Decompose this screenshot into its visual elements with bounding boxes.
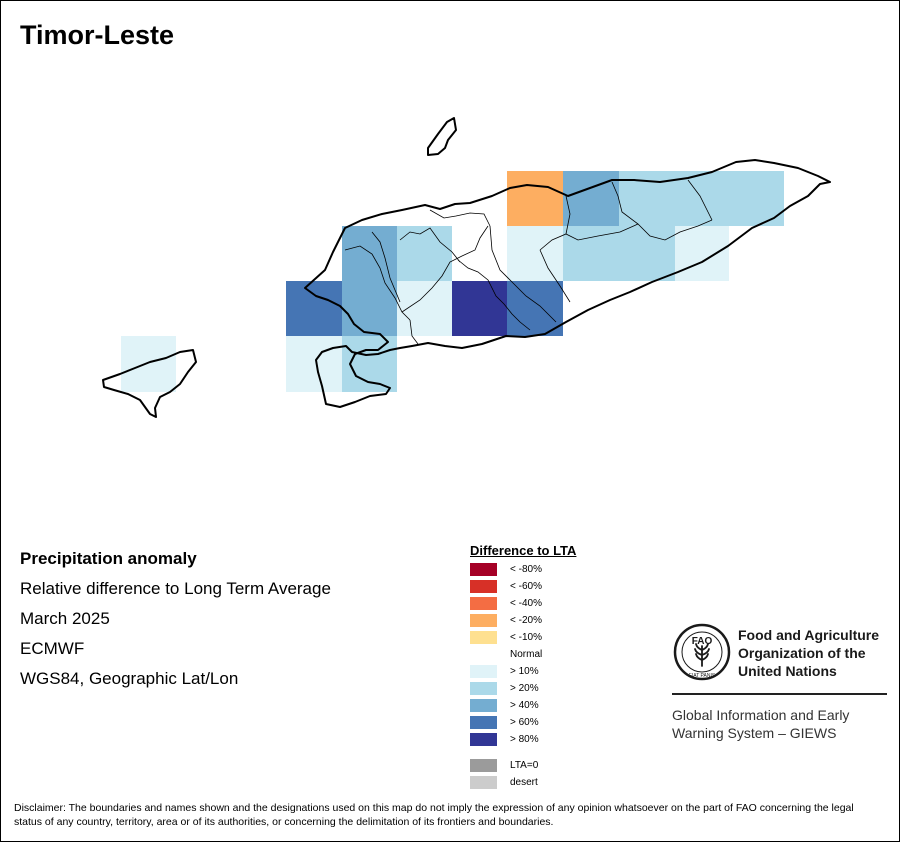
legend-row: LTA=0 [470,759,576,776]
info-description: Relative difference to Long Term Average [20,579,331,598]
legend-swatch [470,648,497,661]
legend-row: < -60% [470,580,576,597]
info-period: March 2025 [20,609,110,628]
legend-label: > 10% [510,666,539,677]
grid-cell [675,171,729,226]
disclaimer: Disclaimer: The boundaries and names sho… [14,802,854,828]
district-boundary [371,231,401,303]
info-projection: WGS84, Geographic Lat/Lon [20,669,239,688]
district-boundary [565,195,571,235]
legend-row: > 80% [470,733,576,750]
legend-row: > 60% [470,716,576,733]
fao-logo-icon: FAO FIAT PANIS [673,623,731,681]
district-boundary [344,245,411,321]
legend-row: < -40% [470,597,576,614]
legend-swatch [470,614,497,627]
grid-cell [286,281,342,336]
grid-cell [121,336,176,392]
grid-cell [619,226,675,281]
map-info: Precipitation anomaly Relative differenc… [20,548,331,698]
legend-row: < -80% [470,563,576,580]
district-boundary [399,227,461,263]
legend-label: desert [510,777,538,788]
legend-swatch [470,631,497,644]
grid-cell [563,171,619,226]
district-boundary [687,179,713,221]
legend-swatch [470,597,497,610]
legend-label: < -10% [510,632,542,643]
district-boundary [539,219,713,251]
legend-label: > 60% [510,717,539,728]
legend-items: < -80% < -60% < -40% < -20% < -10% Normal > 10… [470,563,576,750]
legend: Difference to LTA < -80% < -60% < -40% < -2… [470,543,576,793]
legend-row: < -20% [470,614,576,631]
legend-label: LTA=0 [510,760,539,771]
district-boundaries [344,179,713,345]
anomaly-grid [121,171,784,392]
grid-cell [507,281,563,336]
grid-cell [507,226,563,281]
grid-cell [342,226,397,281]
legend-row: > 20% [470,682,576,699]
district-boundary [611,181,639,225]
info-product: Precipitation anomaly [20,549,197,568]
legend-label: > 80% [510,734,539,745]
district-boundary [401,225,489,313]
mainland-outline [304,159,831,408]
legend-label: < -40% [510,598,542,609]
legend-swatch [470,759,497,772]
map-title: Timor-Leste [20,20,175,50]
info-source: ECMWF [20,639,85,658]
legend-swatch [470,580,497,593]
grid-cell [563,226,619,281]
legend-label: Normal [510,649,543,660]
legend-swatch [470,699,497,712]
grid-cell [397,281,452,336]
legend-row: desert [470,776,576,793]
map-canvas [102,117,831,418]
legend-row: Normal [470,648,576,665]
legend-label: < -60% [510,581,542,592]
grid-cell [675,226,729,281]
atauro-outline [427,117,457,156]
legend-title: Difference to LTA [470,543,577,558]
legend-row: < -10% [470,631,576,648]
legend-swatch [470,563,497,576]
divider [672,693,887,695]
legend-swatch [470,682,497,695]
organization-name: Food and Agriculture Organization of the… [738,627,880,679]
legend-row: > 10% [470,665,576,682]
district-boundary [409,319,419,345]
oecusse-outline [102,349,197,418]
legend-swatch [470,716,497,729]
district-boundary [489,225,557,323]
district-boundary [539,249,571,303]
grid-cell [286,336,342,392]
grid-cell [342,281,397,336]
legend-label: < -20% [510,615,542,626]
fao-logo-motto: FIAT PANIS [689,673,716,679]
grid-cell [452,281,507,336]
legend-swatch [470,776,497,789]
legend-extra-items: LTA=0 desert [470,759,576,793]
fao-logo-letters: FAO [692,636,713,647]
legend-label: > 40% [510,700,539,711]
country-outline [102,117,831,418]
system-name: Global Information and Early Warning Sys… [672,707,850,741]
legend-label: < -80% [510,564,542,575]
grid-cell [507,171,563,226]
legend-swatch [470,733,497,746]
district-boundary [457,259,531,331]
legend-label: > 20% [510,683,539,694]
district-boundary [429,209,491,227]
legend-row: > 40% [470,699,576,716]
legend-swatch [470,665,497,678]
